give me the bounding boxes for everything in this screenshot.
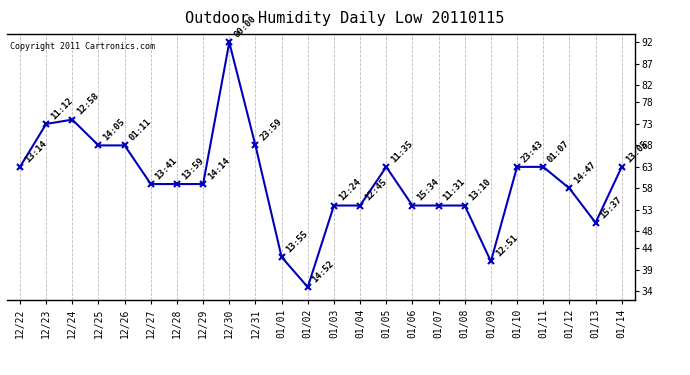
Text: 12:51: 12:51 <box>493 233 519 259</box>
Text: 15:34: 15:34 <box>415 177 440 203</box>
Text: Copyright 2011 Cartronics.com: Copyright 2011 Cartronics.com <box>10 42 155 51</box>
Text: 12:45: 12:45 <box>363 177 388 203</box>
Text: 11:31: 11:31 <box>442 177 466 203</box>
Text: Outdoor Humidity Daily Low 20110115: Outdoor Humidity Daily Low 20110115 <box>186 11 504 26</box>
Text: 14:52: 14:52 <box>310 259 336 284</box>
Text: 11:35: 11:35 <box>389 139 415 164</box>
Text: 13:55: 13:55 <box>284 229 310 254</box>
Text: 12:24: 12:24 <box>337 177 362 203</box>
Text: 23:59: 23:59 <box>258 117 284 142</box>
Text: 13:10: 13:10 <box>468 177 493 203</box>
Text: 13:59: 13:59 <box>179 156 205 181</box>
Text: 00:00: 00:00 <box>232 14 257 39</box>
Text: 13:05: 13:05 <box>624 139 650 164</box>
Text: 01:11: 01:11 <box>128 117 152 142</box>
Text: 23:43: 23:43 <box>520 139 545 164</box>
Text: 12:58: 12:58 <box>75 92 101 117</box>
Text: 01:07: 01:07 <box>546 139 571 164</box>
Text: 14:05: 14:05 <box>101 117 126 142</box>
Text: 13:14: 13:14 <box>23 139 48 164</box>
Text: 15:37: 15:37 <box>598 195 624 220</box>
Text: 13:41: 13:41 <box>154 156 179 181</box>
Text: 14:47: 14:47 <box>572 160 598 186</box>
Text: 11:12: 11:12 <box>49 96 75 121</box>
Text: 14:14: 14:14 <box>206 156 231 181</box>
